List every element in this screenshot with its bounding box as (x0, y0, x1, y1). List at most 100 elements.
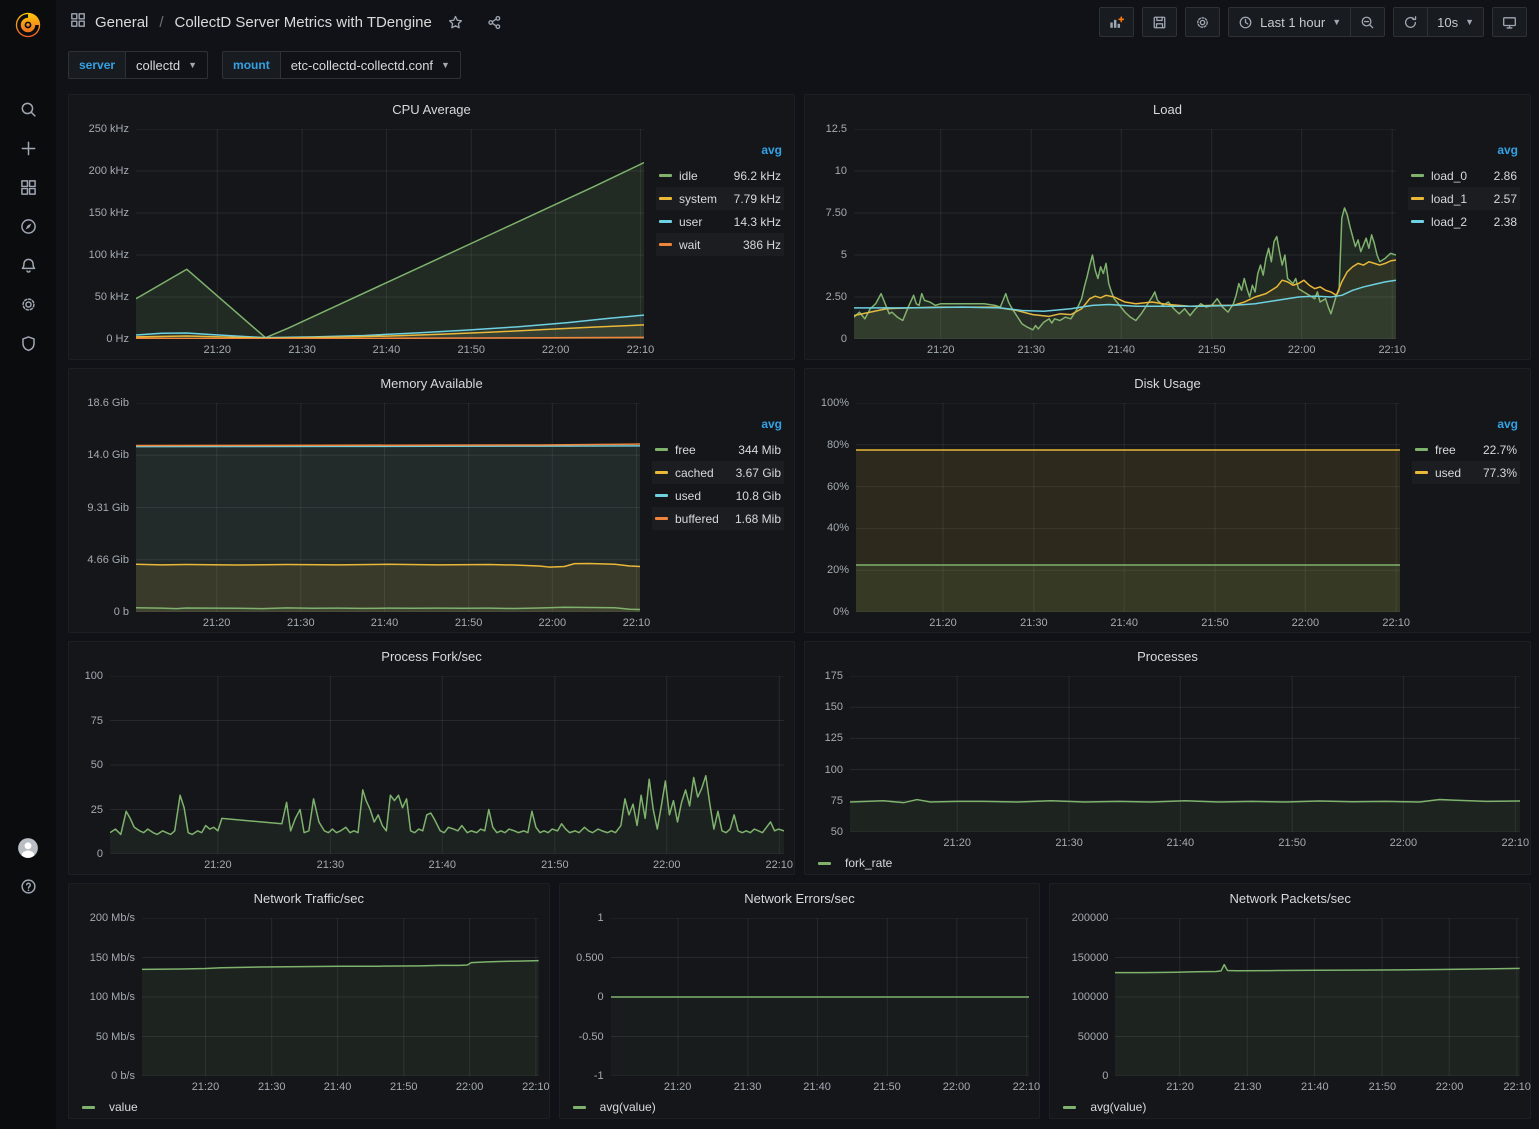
x-axis: 21:20 21:30 21:40 21:50 22:00 22:10 (856, 612, 1410, 632)
panel-title[interactable]: Network Traffic/sec (253, 890, 364, 906)
x-axis-tick: 21:40 (428, 859, 457, 871)
x-axis-tick: 22:00 (1291, 617, 1320, 629)
dashboard-grid: CPU Average 250 kHz 200 kHz 150 kHz 100 kHz… (56, 86, 1539, 1129)
panel-load: Load 12.5 10 7.50 5 2.50 0 21:20 21:30 21:40 21:… (804, 94, 1531, 360)
y-axis: 18.6 Gib 14.0 Gib 9.31 Gib 4.66 Gib 0 b (87, 397, 129, 618)
explore-compass-icon[interactable] (8, 207, 48, 246)
time-range-picker[interactable]: Last 1 hour ▼ (1229, 8, 1350, 36)
series-buffered (136, 444, 640, 445)
chart-plot[interactable] (610, 918, 1030, 1076)
y-axis: 200 Mb/s 150 Mb/s 100 Mb/s 50 Mb/s 0 b/s (89, 912, 135, 1082)
legend-item[interactable]: system 7.79 kHz (656, 187, 784, 210)
user-avatar[interactable] (8, 828, 48, 867)
legend-item[interactable]: cached 3.67 Gib (652, 461, 784, 484)
series-user (136, 315, 644, 338)
legend-swatch (1415, 448, 1428, 451)
panel-title[interactable]: Disk Usage (1134, 375, 1201, 391)
legend-item[interactable]: avg(value) (1063, 1100, 1146, 1114)
variable-mount-value[interactable]: etc-collectd-collectd.conf ▼ (279, 51, 461, 79)
legend-series-name: load_0 (1431, 168, 1468, 183)
legend-item[interactable]: idle 96.2 kHz (656, 164, 784, 187)
chart-plot[interactable] (110, 676, 784, 854)
chart-plot[interactable] (850, 676, 1520, 832)
breadcrumb-folder[interactable]: General (95, 13, 149, 31)
x-axis: 21:20 21:30 21:40 21:50 22:00 22:10 (1115, 1076, 1531, 1096)
legend-avg-header[interactable]: avg (761, 417, 782, 431)
legend-avg-value: 3.67 Gib (735, 465, 781, 480)
share-icon[interactable] (480, 8, 510, 36)
legend-avg-value: 7.79 kHz (733, 191, 781, 206)
legend-item[interactable]: avg(value) (572, 1100, 656, 1114)
x-axis-tick: 22:00 (538, 617, 567, 629)
legend-item[interactable]: used 77.3% (1412, 461, 1520, 484)
server-admin-shield-icon[interactable] (8, 324, 48, 363)
dashboard-title[interactable]: CollectD Server Metrics with TDengine (174, 13, 432, 31)
cycle-view-mode-button[interactable] (1493, 8, 1526, 36)
x-axis-tick: 22:10 (522, 1081, 550, 1093)
save-dashboard-button[interactable] (1143, 8, 1176, 36)
x-axis-tick: 21:40 (323, 1081, 352, 1093)
variable-server-value[interactable]: collectd ▼ (125, 51, 209, 79)
panel-title[interactable]: Memory Available (380, 375, 483, 391)
legend: avg idle 96.2 kHz system 7.79 kHz user 14.3 kH… (656, 129, 784, 359)
refresh-button[interactable] (1394, 8, 1427, 36)
panel-network-packets: Network Packets/sec 200000 150000 100000 50… (1049, 883, 1531, 1119)
panel-title[interactable]: Process Fork/sec (381, 648, 482, 664)
legend-item[interactable]: load_1 2.57 (1408, 187, 1520, 210)
legend-item[interactable]: load_2 2.38 (1408, 210, 1520, 233)
refresh-interval-dropdown[interactable]: 10s ▼ (1427, 8, 1483, 36)
legend-item[interactable]: user 14.3 kHz (656, 210, 784, 233)
panel-title[interactable]: Network Packets/sec (1229, 890, 1351, 906)
star-icon[interactable] (441, 8, 471, 36)
legend-item[interactable]: used 10.8 Gib (652, 484, 784, 507)
panel-title[interactable]: CPU Average (392, 101, 471, 117)
chart-plot[interactable] (136, 129, 644, 339)
panel-title[interactable]: Processes (1137, 648, 1198, 664)
search-icon[interactable] (8, 90, 48, 129)
legend-swatch (1411, 174, 1424, 177)
legend-avg-header[interactable]: avg (761, 143, 782, 157)
legend-item[interactable]: free 22.7% (1412, 438, 1520, 461)
legend-avg-header[interactable]: avg (1497, 417, 1518, 431)
x-axis-tick: 22:10 (1382, 617, 1410, 629)
x-axis-tick: 22:00 (541, 344, 570, 356)
chevron-down-icon: ▼ (188, 60, 198, 70)
alerting-bell-icon[interactable] (8, 246, 48, 285)
legend-item[interactable]: buffered 1.68 Mib (652, 507, 784, 530)
legend-item[interactable]: fork_rate (818, 856, 892, 870)
legend-item[interactable]: value (82, 1100, 138, 1114)
legend-avg-value: 10.8 Gib (735, 488, 781, 503)
chart-plot[interactable] (1115, 918, 1520, 1076)
legend-item[interactable]: wait 386 Hz (656, 233, 784, 256)
x-axis-tick: 22:00 (455, 1081, 484, 1093)
help-icon[interactable] (8, 867, 48, 906)
series-wait (136, 337, 644, 338)
x-axis-tick: 21:30 (1055, 837, 1083, 849)
configuration-gear-icon[interactable] (8, 285, 48, 324)
legend-swatch (655, 448, 668, 451)
legend-item[interactable]: free 344 Mib (652, 438, 784, 461)
zoom-out-button[interactable] (1350, 8, 1384, 36)
add-panel-button[interactable] (1100, 8, 1133, 36)
grafana-logo[interactable] (11, 8, 45, 42)
x-axis-tick: 21:30 (733, 1081, 762, 1093)
legend-item[interactable]: load_0 2.86 (1408, 164, 1520, 187)
legend-avg-value: 22.7% (1482, 442, 1517, 457)
create-plus-icon[interactable] (8, 129, 48, 168)
legend-swatch (818, 861, 831, 865)
series-load_0 (854, 208, 1396, 330)
chart-plot[interactable] (136, 403, 640, 612)
chart-plot[interactable] (856, 403, 1400, 612)
x-axis-tick: 22:00 (1435, 1081, 1464, 1093)
x-axis-tick: 21:30 (288, 344, 316, 356)
dashboard-settings-button[interactable] (1186, 8, 1219, 36)
x-axis-tick: 21:40 (370, 617, 399, 629)
legend-avg-header[interactable]: avg (1497, 143, 1518, 157)
panel-title[interactable]: Network Errors/sec (744, 890, 855, 906)
chart-plot[interactable] (142, 918, 539, 1076)
panel-title[interactable]: Load (1153, 101, 1182, 117)
chart-plot[interactable] (854, 129, 1396, 339)
legend: avg(value) (1050, 1096, 1530, 1118)
dashboards-icon[interactable] (8, 168, 48, 207)
legend-series-name: load_2 (1431, 214, 1468, 229)
